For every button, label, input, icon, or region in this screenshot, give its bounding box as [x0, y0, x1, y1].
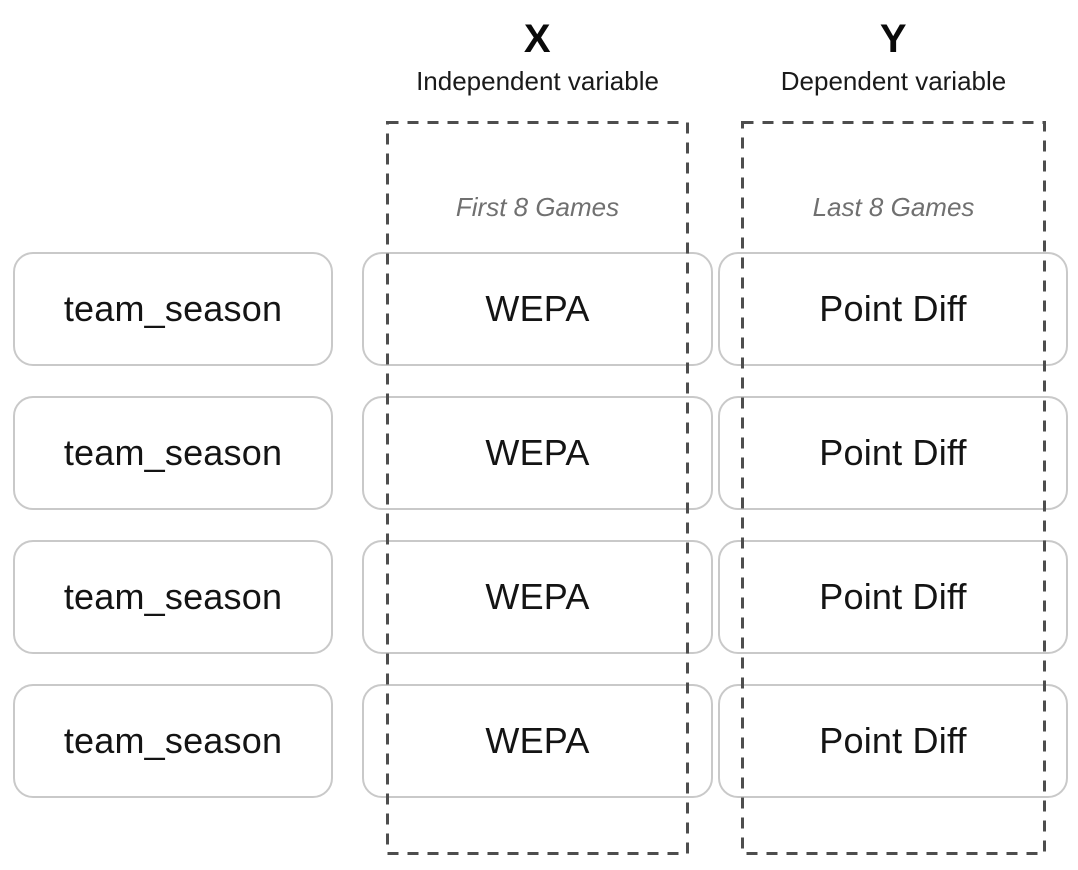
team-season-box: team_season — [13, 540, 333, 654]
x-period-label: First 8 Games — [455, 192, 620, 222]
x-column-title: X — [523, 17, 552, 61]
team-season-label: team_season — [63, 288, 283, 329]
point-diff-label: Point Diff — [819, 432, 967, 473]
team-season-label: team_season — [63, 432, 283, 473]
wepa-box: WEPA — [362, 396, 713, 510]
y-column-header: Y Dependent variable — [741, 16, 1046, 96]
point-diff-box: Point Diff — [718, 252, 1068, 366]
team-season-box: team_season — [13, 252, 333, 366]
team-season-label: team_season — [63, 720, 283, 761]
point-diff-label: Point Diff — [819, 576, 967, 617]
team-season-box: team_season — [13, 684, 333, 798]
point-diff-label: Point Diff — [819, 288, 967, 329]
point-diff-box: Point Diff — [718, 396, 1068, 510]
point-diff-box: Point Diff — [718, 684, 1068, 798]
wepa-box: WEPA — [362, 252, 713, 366]
team-season-label: team_season — [63, 576, 283, 617]
wepa-label: WEPA — [485, 576, 590, 617]
x-column-header: X Independent variable — [386, 16, 689, 96]
wepa-label: WEPA — [485, 720, 590, 761]
point-diff-box: Point Diff — [718, 540, 1068, 654]
wepa-box: WEPA — [362, 540, 713, 654]
team-season-box: team_season — [13, 396, 333, 510]
y-period-label: Last 8 Games — [812, 192, 975, 222]
wepa-label: WEPA — [485, 432, 590, 473]
y-column-subtitle: Dependent variable — [780, 66, 1007, 96]
x-column-subtitle: Independent variable — [416, 66, 659, 96]
y-column-title: Y — [879, 17, 908, 61]
wepa-box: WEPA — [362, 684, 713, 798]
wepa-label: WEPA — [485, 288, 590, 329]
point-diff-label: Point Diff — [819, 720, 967, 761]
